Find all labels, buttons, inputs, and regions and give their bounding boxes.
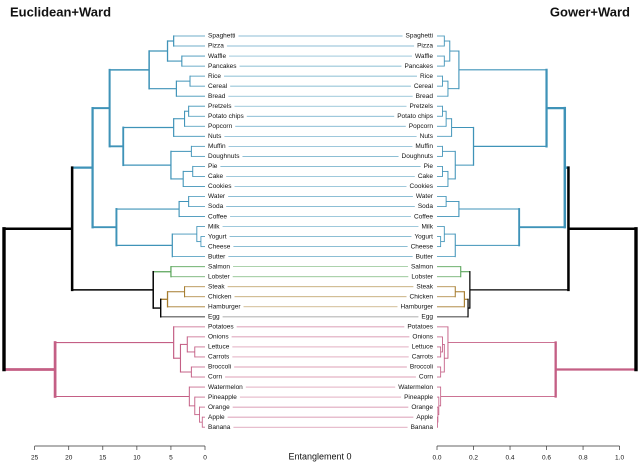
leaf-label: Soda	[418, 203, 434, 210]
leaf-label: Popcorn	[208, 123, 233, 130]
leaf-label: Doughnuts	[208, 153, 240, 160]
leaf-label: Lobster	[208, 273, 231, 280]
entanglement-label: Entanglement 0	[288, 451, 351, 461]
leaf-label: Pie	[424, 163, 434, 170]
leaf-label: Nuts	[420, 133, 434, 140]
leaf-label: Cake	[418, 173, 434, 180]
leaf-label: Spaghetti	[208, 33, 235, 40]
leaf-label: Water	[416, 193, 434, 200]
leaf-label: Egg	[421, 314, 433, 321]
leaf-label: Corn	[208, 374, 222, 381]
leaf-label: Potato chips	[208, 113, 245, 120]
leaf-label: Cookies	[410, 183, 434, 190]
leaf-label: Milk	[421, 223, 433, 230]
leaf-label: Water	[208, 193, 226, 200]
leaf-label: Cake	[208, 173, 224, 180]
x-tick-label: 25	[31, 455, 39, 462]
leaf-label: Milk	[208, 223, 220, 230]
leaf-label: Bread	[416, 93, 434, 100]
leaf-label: Nuts	[208, 133, 222, 140]
x-tick-label: 0.4	[506, 455, 515, 462]
leaf-label: Steak	[416, 283, 433, 290]
leaf-label: Broccoli	[410, 364, 433, 371]
leaf-label: Lobster	[411, 273, 434, 280]
leaf-label: Pie	[208, 163, 218, 170]
leaf-label: Doughnuts	[402, 153, 434, 160]
leaf-label: Waffle	[208, 53, 226, 60]
leaf-label: Coffee	[208, 213, 227, 220]
leaf-label: Coffee	[414, 213, 433, 220]
leaf-label: Butter	[208, 253, 226, 260]
leaf-label: Muffin	[415, 143, 433, 150]
left-title: Euclidean+Ward	[10, 4, 111, 19]
leaf-label: Yogurt	[208, 233, 227, 240]
leaf-label: Lettuce	[412, 344, 434, 351]
x-tick-label: 0.6	[542, 455, 551, 462]
leaf-label: Watermelon	[398, 384, 433, 391]
leaf-label: Pretzels	[208, 103, 232, 110]
leaf-label: Cookies	[208, 183, 232, 190]
x-tick-label: 0.8	[579, 455, 588, 462]
leaf-label: Onions	[412, 334, 433, 341]
leaf-label: Yogurt	[414, 233, 433, 240]
leaf-label: Pizza	[208, 43, 224, 50]
leaf-label: Orange	[208, 404, 230, 411]
leaf-label: Potatoes	[407, 324, 433, 331]
leaf-label: Cereal	[414, 83, 434, 90]
leaf-label: Pancakes	[208, 63, 237, 70]
leaf-label: Cheese	[208, 243, 231, 250]
leaf-label: Apple	[208, 414, 225, 421]
leaf-label: Carrots	[412, 354, 434, 361]
leaf-label: Onions	[208, 334, 229, 341]
leaf-label: Orange	[411, 404, 433, 411]
x-tick-label: 0.0	[432, 455, 441, 462]
leaf-label: Banana	[208, 424, 231, 431]
leaf-label: Chicken	[208, 293, 232, 300]
x-tick-label: 20	[65, 455, 73, 462]
leaf-label: Soda	[208, 203, 224, 210]
leaf-label: Pancakes	[404, 63, 433, 70]
leaf-label: Rice	[420, 73, 433, 80]
leaf-label: Watermelon	[208, 384, 243, 391]
leaf-label: Waffle	[415, 53, 433, 60]
leaf-label: Egg	[208, 314, 220, 321]
leaf-label: Spaghetti	[406, 33, 433, 40]
leaf-label: Muffin	[208, 143, 226, 150]
leaf-label: Banana	[411, 424, 434, 431]
leaf-label: Corn	[419, 374, 433, 381]
leaf-label: Potato chips	[397, 113, 434, 120]
leaf-label: Broccoli	[208, 364, 231, 371]
leaf-label: Pineapple	[208, 394, 237, 401]
x-tick-label: 15	[99, 455, 107, 462]
x-tick-label: 1.0	[615, 455, 624, 462]
x-tick-label: 5	[169, 455, 173, 462]
leaf-label: Apple	[416, 414, 433, 421]
leaf-label: Pineapple	[404, 394, 433, 401]
leaf-label: Pizza	[417, 43, 433, 50]
leaf-label: Cheese	[411, 243, 434, 250]
leaf-label: Butter	[416, 253, 434, 260]
leaf-label: Pretzels	[410, 103, 434, 110]
leaf-label: Bread	[208, 93, 226, 100]
leaf-label: Lettuce	[208, 344, 230, 351]
leaf-label: Rice	[208, 73, 221, 80]
x-tick-label: 0.2	[469, 455, 478, 462]
leaf-label: Potatoes	[208, 324, 234, 331]
leaf-label: Steak	[208, 283, 225, 290]
x-tick-label: 0	[203, 455, 207, 462]
right-title: Gower+Ward	[550, 4, 630, 19]
leaf-label: Salmon	[208, 263, 230, 270]
leaf-label: Chicken	[410, 293, 434, 300]
leaf-label: Cereal	[208, 83, 228, 90]
x-tick-label: 10	[133, 455, 141, 462]
leaf-label: Popcorn	[409, 123, 434, 130]
leaf-label: Hamburger	[400, 304, 433, 311]
leaf-label: Carrots	[208, 354, 230, 361]
leaf-label: Salmon	[411, 263, 433, 270]
leaf-label: Hamburger	[208, 304, 241, 311]
